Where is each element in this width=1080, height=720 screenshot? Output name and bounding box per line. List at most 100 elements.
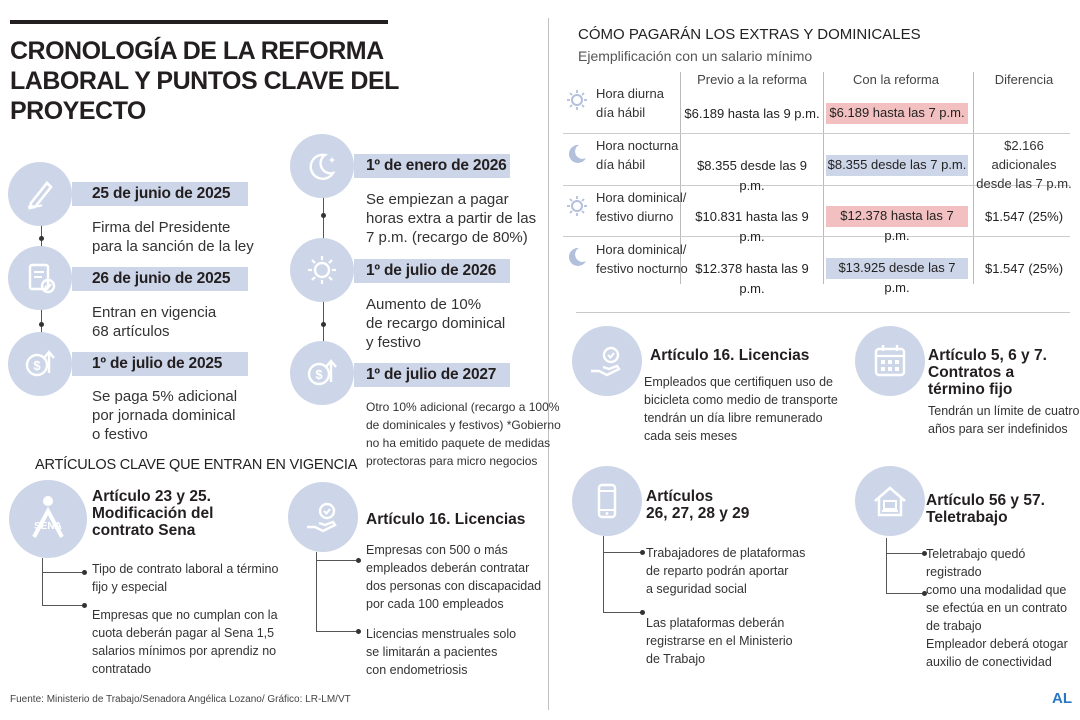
timeline-dot <box>321 322 326 327</box>
bullet-dot <box>640 610 645 615</box>
moon-icon <box>565 245 589 269</box>
title-rule <box>10 20 388 24</box>
article-title: Artículos 26, 27, 28 y 29 <box>646 488 750 522</box>
hand-bicycle-icon <box>572 326 642 396</box>
date-band <box>354 154 510 178</box>
money-up-icon: $ <box>8 332 72 396</box>
calendar-icon <box>855 326 925 396</box>
section-divider <box>576 312 1070 313</box>
sun-icon <box>565 88 589 112</box>
document-check-icon <box>8 246 72 310</box>
hand-shield-icon <box>288 482 358 552</box>
pen-icon <box>8 162 72 226</box>
date-band <box>354 363 510 387</box>
bullet-connector <box>42 572 82 573</box>
date-band <box>72 182 248 206</box>
after-cell: $6.189 hasta las 7 p.m. <box>826 103 968 124</box>
sun-icon <box>290 238 354 302</box>
house-laptop-icon <box>855 466 925 536</box>
bullet-connector <box>42 605 82 606</box>
bullet-line <box>603 536 604 612</box>
sena-logo-text: SENA <box>34 521 62 532</box>
bullet-connector <box>886 553 924 554</box>
timeline-text: Se paga 5% adicional por jornada dominica… <box>92 388 238 443</box>
timeline-date: 1º de julio de 2027 <box>366 366 497 383</box>
bullet-dot <box>82 603 87 608</box>
sena-logo: SENA <box>9 480 87 558</box>
column-header: Previo a la reforma <box>697 72 807 87</box>
timeline-date: 25 de junio de 2025 <box>92 185 231 202</box>
timeline-date: 26 de junio de 2025 <box>92 270 231 287</box>
bullet-line <box>42 558 43 605</box>
bullet-dot <box>640 550 645 555</box>
brand-logo: AL <box>1052 690 1072 707</box>
timeline-dot <box>39 236 44 241</box>
bullet-dot <box>922 591 927 596</box>
moon-icon <box>565 142 589 166</box>
article-bullet: Trabajadores de plataformas de reparto po… <box>646 546 806 596</box>
article-text: Empleados que certifiquen uso de biciclet… <box>644 375 838 443</box>
table-heading: CÓMO PAGARÁN LOS EXTRAS Y DOMINICALES <box>578 26 921 43</box>
bullet-connector <box>316 560 356 561</box>
smartphone-icon <box>572 466 642 536</box>
column-divider <box>680 72 681 284</box>
timeline-date: 1º de enero de 2026 <box>366 157 507 174</box>
article-bullet: Empresas que no cumplan con la cuota debe… <box>92 608 278 676</box>
row-label: Hora dominical/festivo diurno <box>596 190 687 224</box>
column-divider <box>548 18 549 710</box>
row-divider <box>563 133 1070 134</box>
article-title: Artículo 23 y 25. Modificación del contrat… <box>92 488 214 539</box>
article-bullet: Teletrabajo quedó registrado como una mod… <box>926 547 1068 633</box>
article-title: Artículo 5, 6 y 7. Contratos a término fij… <box>928 347 1047 398</box>
column-divider <box>823 72 824 284</box>
diff-cell: $2.166 adicionales desde las 7 p.m. <box>976 138 1072 191</box>
date-band <box>72 267 248 291</box>
timeline-text: Firma del Presidente para la sanción de l… <box>92 219 254 255</box>
money-up-icon: $ <box>290 341 354 405</box>
before-cell: $6.189 hasta las 9 p.m. <box>684 106 820 121</box>
table-subheading: Ejemplificación con un salario mínimo <box>578 48 813 64</box>
date-band <box>72 352 248 376</box>
source-note: Fuente: Ministerio de Trabajo/Senadora A… <box>10 694 351 705</box>
bullet-dot <box>82 570 87 575</box>
timeline-text: Otro 10% adicional (recargo a 100% de dom… <box>366 400 561 468</box>
bullet-line <box>886 538 887 594</box>
timeline-date: 1º de julio de 2026 <box>366 262 497 279</box>
bullet-connector <box>603 612 641 613</box>
timeline-date: 1º de julio de 2025 <box>92 355 223 372</box>
date-band <box>354 259 510 283</box>
svg-text:$: $ <box>315 367 323 382</box>
article-text: Tendrán un límite de cuatro años para ser… <box>928 404 1080 436</box>
bullet-connector <box>603 552 641 553</box>
diff-cell: $1.547 (25%) <box>984 261 1064 276</box>
before-cell: $12.378 hasta las 9 p.m. <box>695 261 809 296</box>
bullet-dot <box>922 551 927 556</box>
after-cell: $8.355 desde las 7 p.m. <box>826 155 968 176</box>
article-bullet: Las plataformas deberán registrarse en el… <box>646 616 793 666</box>
article-title: Artículo 16. Licencias <box>650 347 810 364</box>
diff-cell: $1.547 (25%) <box>984 209 1064 224</box>
bullet-line <box>316 552 317 632</box>
row-divider <box>563 185 1070 186</box>
svg-text:$: $ <box>33 358 41 373</box>
column-header: Con la reforma <box>853 72 939 87</box>
after-cell: $13.925 desde las 7 p.m. <box>826 258 968 295</box>
row-label: Hora nocturna día hábil <box>596 138 679 172</box>
bullet-connector <box>886 593 924 594</box>
timeline-dot <box>39 322 44 327</box>
moon-icon <box>290 134 354 198</box>
after-cell: $12.378 hasta las 7 p.m. <box>826 206 968 243</box>
article-bullet: Tipo de contrato laboral a término fijo y… <box>92 562 279 594</box>
before-cell: $8.355 desde las 9 p.m. <box>697 158 807 193</box>
timeline-text: Se empiezan a pagar horas extra a partir … <box>366 191 537 246</box>
article-title: Artículo 56 y 57. Teletrabajo <box>926 492 1045 526</box>
timeline-dot <box>321 213 326 218</box>
articles-heading: ARTÍCULOS CLAVE QUE ENTRAN EN VIGENCIA <box>35 457 358 473</box>
article-bullet: Empleador deberá otogar auxilio de conect… <box>926 637 1068 669</box>
timeline-text: Entran en vigencia 68 artículos <box>92 304 217 340</box>
sun-icon <box>565 194 589 218</box>
page-title: CRONOLOGÍA DE LA REFORMA LABORAL Y PUNTO… <box>10 37 399 125</box>
bullet-connector <box>316 631 356 632</box>
bullet-dot <box>356 558 361 563</box>
article-title: Artículo 16. Licencias <box>366 511 526 528</box>
